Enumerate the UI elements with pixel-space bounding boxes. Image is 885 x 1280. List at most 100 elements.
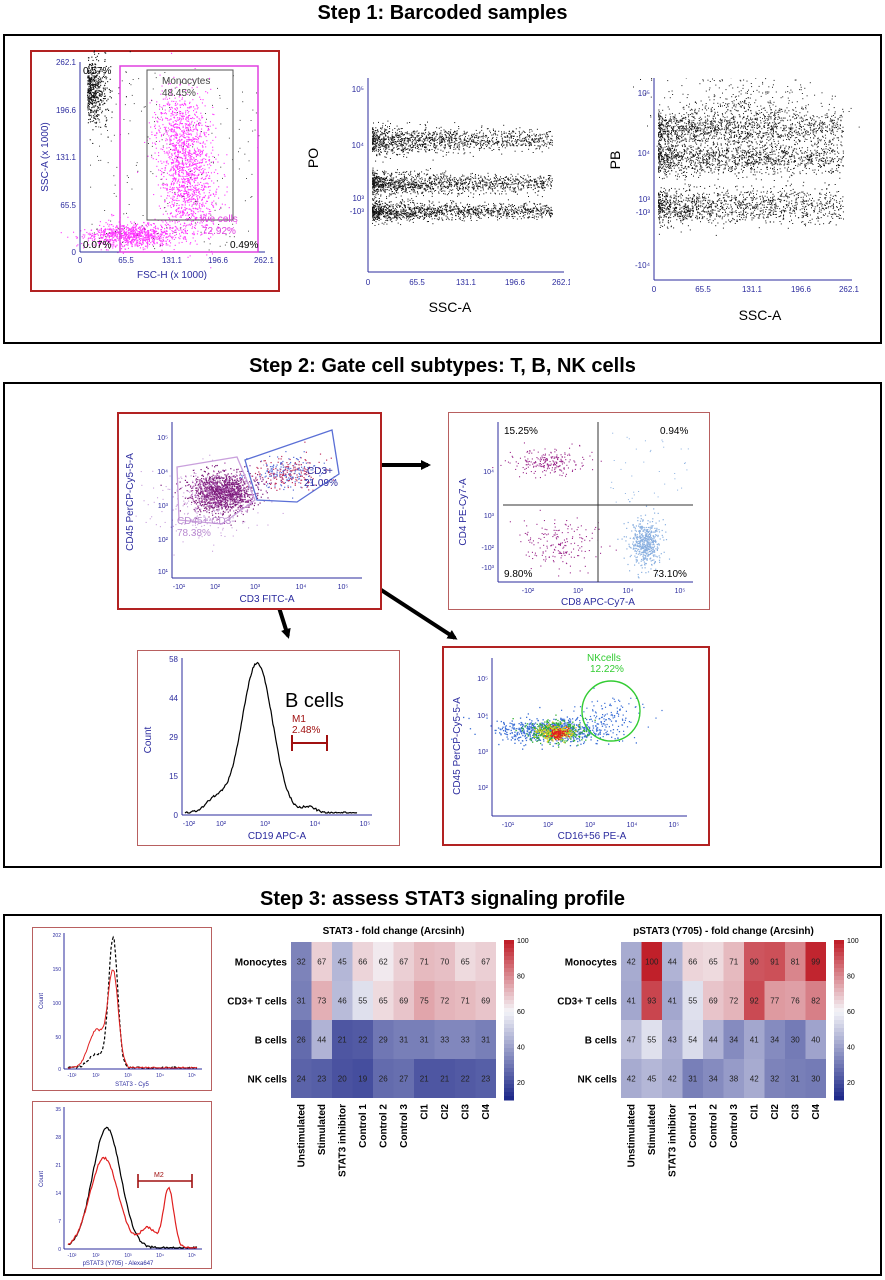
- cd45-cd3-neg-gate: [176, 456, 256, 525]
- heatmap-cell-value: 22: [461, 1075, 470, 1084]
- heatmap-cell: [393, 981, 414, 1020]
- y-tick: 35: [55, 1107, 61, 1113]
- color-scale-segment: [834, 948, 844, 953]
- x-axis-label: CD3 FITC-A: [240, 594, 295, 605]
- x-tick: 10³: [124, 1253, 132, 1259]
- heatmap-cell: [291, 1020, 312, 1059]
- y-tick: 196.6: [56, 106, 77, 115]
- heatmap-cell-value: 24: [297, 1075, 306, 1084]
- panel-border: [32, 1101, 212, 1269]
- heatmap-cell: [311, 981, 332, 1020]
- x-axis-label: pSTAT3 (Y705) - Alexa647: [83, 1261, 154, 1267]
- fsc-ssc-events: [60, 50, 260, 269]
- heatmap-cell: [414, 1059, 435, 1098]
- y-axis-label: Count: [143, 726, 154, 753]
- cd3-pos-label: CD3+: [307, 466, 333, 477]
- m1-gate-label: M1: [292, 714, 306, 725]
- x-axis-label: CD16+56 PE-A: [558, 831, 627, 842]
- y-tick: 58: [169, 655, 178, 664]
- heatmap-cell: [291, 981, 312, 1020]
- color-scale-segment: [834, 1096, 844, 1101]
- color-scale-segment: [504, 1024, 514, 1029]
- heatmap-cell: [373, 942, 394, 981]
- color-scale-segment: [834, 1064, 844, 1069]
- color-scale-segment: [834, 1040, 844, 1045]
- y-tick: 65.5: [60, 201, 76, 210]
- quadrant-tr-pct: 0.94%: [660, 426, 688, 437]
- heatmap-cell-value: 71: [729, 958, 738, 967]
- y-axis-label: CD45 PerCP-Cy5-5-A: [125, 453, 136, 551]
- step2-title: Step 2: Gate cell subtypes: T, B, NK cel…: [249, 355, 636, 377]
- pstat3-stimulated-line: [67, 1156, 198, 1249]
- y-tick: 10⁴: [477, 713, 488, 720]
- y-tick: 10³: [352, 194, 364, 203]
- heatmap-cell: [805, 942, 826, 981]
- heatmap-cell-value: 21: [440, 1075, 449, 1084]
- po-events: [372, 120, 553, 226]
- cd4-cd8-events: [492, 432, 689, 579]
- heatmap-cell-value: 31: [420, 1036, 429, 1045]
- y-tick: -10³: [636, 208, 651, 217]
- x-axis-label: SSC-A: [429, 299, 472, 315]
- y-tick: 10⁵: [477, 676, 488, 683]
- heatmap-col-label: Control 2: [378, 1104, 389, 1148]
- heatmap-cell-value: 31: [791, 1075, 800, 1084]
- color-scale-segment: [504, 1056, 514, 1061]
- y-axis-label: PB: [607, 151, 623, 170]
- x-tick: 10⁴: [156, 1253, 164, 1259]
- heatmap-cell: [764, 1020, 785, 1059]
- heatmap-cell: [785, 1020, 806, 1059]
- heatmap-col-label: CI3: [460, 1104, 471, 1120]
- heatmap-cell-value: 65: [379, 997, 388, 1006]
- y-tick: 0: [58, 1247, 61, 1253]
- heatmap-cell-value: 27: [399, 1075, 408, 1084]
- x-tick: 10⁴: [623, 588, 634, 595]
- color-scale-segment: [834, 1032, 844, 1037]
- heatmap-row-label: NK cells: [578, 1075, 618, 1086]
- y-tick: 10²: [478, 785, 489, 792]
- color-scale-segment: [504, 944, 514, 949]
- color-scale-tick: 20: [517, 1080, 525, 1087]
- heatmap-cell-value: 42: [627, 958, 636, 967]
- heatmap-cell-value: 44: [317, 1036, 326, 1045]
- color-scale-segment: [504, 1040, 514, 1045]
- heatmap-col-label: Control 1: [358, 1104, 369, 1148]
- heatmap-col-label: CI4: [481, 1104, 492, 1120]
- y-tick: 0: [72, 248, 77, 257]
- y-tick: 21: [55, 1163, 61, 1169]
- pb-events: [633, 78, 860, 236]
- heatmap-col-label: CI2: [440, 1104, 451, 1120]
- color-scale-segment: [834, 1036, 844, 1041]
- step2-box: [3, 382, 882, 868]
- heatmap-cell: [414, 942, 435, 981]
- heatmap-cell-value: 91: [770, 958, 779, 967]
- live-cells-label: live cells: [200, 214, 238, 225]
- heatmap-cell: [662, 942, 683, 981]
- heatmap-col-label: CI4: [811, 1104, 822, 1120]
- y-tick: 10⁵: [352, 85, 364, 94]
- y-axis-label: Count: [39, 993, 45, 1009]
- color-scale-segment: [504, 1032, 514, 1037]
- heatmap-col-label: STAT3 inhibitor: [337, 1104, 348, 1177]
- color-scale-segment: [834, 1016, 844, 1021]
- heatmap-cell-value: 76: [791, 997, 800, 1006]
- x-tick: 10³: [250, 584, 261, 591]
- heatmap-cell: [723, 942, 744, 981]
- heatmap-cell-value: 82: [811, 997, 820, 1006]
- y-tick: 10⁴: [638, 149, 651, 158]
- color-scale-segment: [834, 1024, 844, 1029]
- nk-cells-gate: [581, 680, 641, 742]
- step3-box: [3, 914, 882, 1276]
- heatmap-cell: [744, 1059, 765, 1098]
- heatmap-cell-value: 43: [668, 1036, 677, 1045]
- bottom-right-pct: 0.49%: [230, 240, 258, 251]
- cd19-histogram-line: [184, 661, 358, 814]
- heatmap-cell: [621, 981, 642, 1020]
- x-tick: 262.1: [254, 256, 275, 265]
- heatmap-cell: [475, 1059, 496, 1098]
- heatmap-cell: [352, 981, 373, 1020]
- y-tick: 10³: [478, 749, 489, 756]
- color-scale-segment: [504, 1080, 514, 1085]
- step3-pstat3-histogram: M2 35 28 21 14 7 0 -10² 10² 10³ 10⁴ 10⁵ …: [32, 1101, 212, 1269]
- x-tick: 10²: [92, 1253, 100, 1259]
